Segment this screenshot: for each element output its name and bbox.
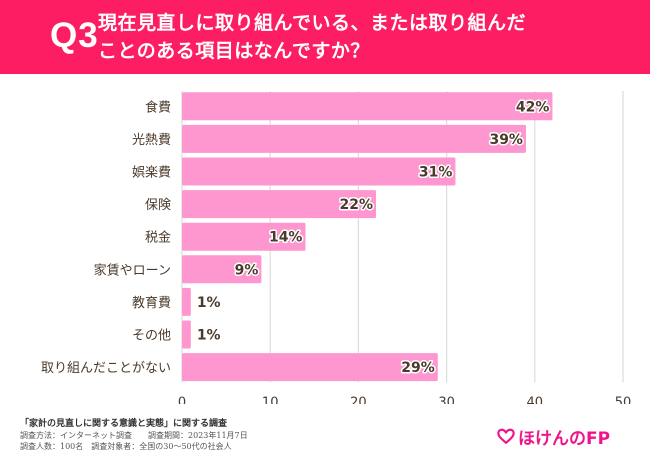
bar — [182, 287, 191, 316]
bar — [182, 190, 377, 219]
category-label: 家賃やローン — [94, 262, 171, 278]
value-label: 29% — [401, 360, 435, 376]
value-label: 1% — [197, 328, 221, 344]
x-tick-label: 0 — [178, 395, 186, 404]
x-tick-labels: 0 10 20 30 40 50 — [178, 395, 631, 404]
question-number: Q3 — [50, 16, 99, 55]
brand-logo: ほけんのFP — [497, 424, 610, 449]
value-label: 39% — [489, 132, 523, 148]
x-tick-label: 10 — [262, 395, 279, 404]
header-banner: Q3 現在見直しに取り組んでいる、または取り組んだ ことのある項目はなんですか？ — [0, 0, 650, 74]
title-line-1: 現在見直しに取り組んでいる、または取り組んだ — [98, 12, 527, 34]
value-labels: 42% 39% 31% 22% 14% 9% 1% 1% 29% — [195, 98, 551, 378]
x-tick-label: 20 — [350, 395, 367, 404]
category-label: 娯楽費 — [132, 165, 171, 181]
bar — [182, 353, 438, 382]
bar — [182, 157, 456, 186]
value-label: 42% — [516, 99, 550, 115]
bar — [182, 92, 553, 121]
category-label: その他 — [132, 329, 171, 344]
value-label: 31% — [419, 165, 453, 181]
bar — [182, 320, 191, 349]
x-tick-label: 40 — [527, 395, 544, 404]
value-label: 1% — [197, 295, 221, 311]
survey-footer: 「家計の見直しに関する意識と実態」に関する調査 調査方法：インターネット調査 調… — [20, 418, 248, 452]
survey-method: 調査方法：インターネット調査 調査期間：2023年11月7日 — [20, 431, 248, 440]
bar — [182, 124, 526, 153]
x-tick-label: 50 — [615, 395, 632, 404]
chart-title: 現在見直しに取り組んでいる、または取り組んだ ことのある項目はなんですか？ — [98, 9, 618, 65]
bar — [182, 255, 262, 284]
value-label: 14% — [269, 230, 303, 246]
category-label: 光熱費 — [132, 133, 171, 148]
bar — [182, 222, 306, 251]
x-tick-label: 30 — [438, 395, 455, 404]
value-label: 9% — [235, 262, 259, 278]
bars — [182, 92, 553, 382]
category-label: 取り組んだことがない — [41, 361, 171, 376]
value-label: 22% — [340, 197, 374, 213]
category-label: 食費 — [145, 99, 171, 115]
category-label: 税金 — [145, 230, 171, 246]
brand-name: ほけんのFP — [518, 429, 611, 449]
category-label: 保険 — [145, 198, 171, 213]
survey-title: 「家計の見直しに関する意識と実態」に関する調査 — [20, 419, 228, 429]
title-line-2: ことのある項目はなんですか？ — [98, 40, 370, 62]
heart-outline-icon — [497, 428, 515, 444]
survey-people: 調査人数：100名 調査対象者：全国の30〜50代の社会人 — [20, 442, 232, 451]
category-label: 教育費 — [132, 295, 171, 311]
